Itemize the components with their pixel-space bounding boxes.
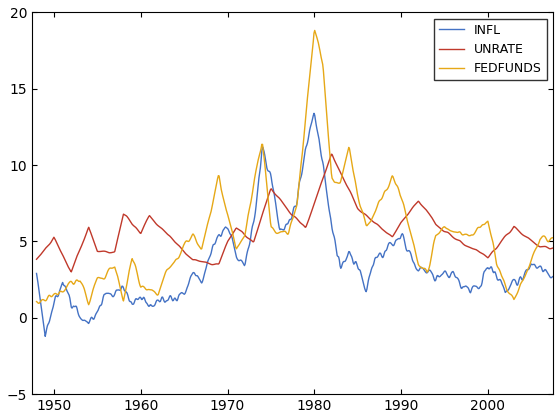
Line: FEDFUNDS: FEDFUNDS <box>36 30 553 304</box>
FEDFUNDS <box>85 302 92 307</box>
FEDFUNDS <box>33 299 40 304</box>
UNRATE <box>260 209 267 214</box>
Line: INFL: INFL <box>36 113 553 336</box>
INFL <box>125 296 132 301</box>
INFL <box>33 271 40 276</box>
FEDFUNDS <box>550 235 557 240</box>
UNRATE <box>33 257 40 262</box>
FEDFUNDS <box>121 295 128 300</box>
Line: UNRATE: UNRATE <box>36 154 553 272</box>
UNRATE <box>328 152 335 157</box>
INFL <box>260 146 267 151</box>
INFL <box>550 274 557 279</box>
FEDFUNDS <box>86 300 93 305</box>
FEDFUNDS <box>125 272 132 277</box>
FEDFUNDS <box>347 151 353 156</box>
FEDFUNDS <box>260 148 267 153</box>
UNRATE <box>125 216 132 221</box>
INFL <box>121 288 128 293</box>
UNRATE <box>272 192 279 197</box>
INFL <box>86 320 93 325</box>
INFL <box>42 334 49 339</box>
INFL <box>311 111 318 116</box>
Legend: INFL, UNRATE, FEDFUNDS: INFL, UNRATE, FEDFUNDS <box>434 19 547 80</box>
UNRATE <box>347 189 353 194</box>
UNRATE <box>68 269 74 274</box>
UNRATE <box>550 245 557 250</box>
INFL <box>272 200 279 205</box>
INFL <box>347 251 353 256</box>
FEDFUNDS <box>311 28 318 33</box>
FEDFUNDS <box>272 230 279 235</box>
UNRATE <box>121 212 128 217</box>
UNRATE <box>86 226 93 231</box>
